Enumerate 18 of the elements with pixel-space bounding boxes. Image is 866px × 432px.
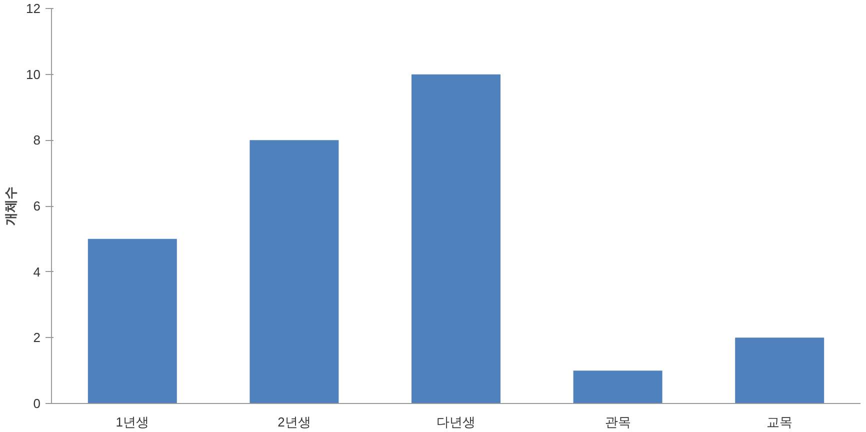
bar <box>573 370 662 404</box>
y-axis-title: 개체수 <box>3 186 18 226</box>
y-tick-label: 0 <box>33 396 41 411</box>
bar <box>250 140 339 404</box>
x-tick-label: 다년생 <box>436 414 476 430</box>
x-tick-label: 교목 <box>766 414 793 430</box>
x-tick-label: 2년생 <box>278 414 311 430</box>
x-tick-label: 1년생 <box>116 414 150 430</box>
y-tick-label: 8 <box>33 132 41 148</box>
bar <box>412 74 500 404</box>
y-tick-label: 2 <box>33 330 41 346</box>
y-tick-label: 6 <box>33 198 41 214</box>
y-tick-label: 10 <box>26 66 41 82</box>
y-tick-label: 12 <box>26 1 41 16</box>
bar <box>88 238 177 404</box>
x-tick-label: 관목 <box>604 414 631 430</box>
bar <box>735 338 824 404</box>
y-tick-label: 4 <box>33 264 41 280</box>
